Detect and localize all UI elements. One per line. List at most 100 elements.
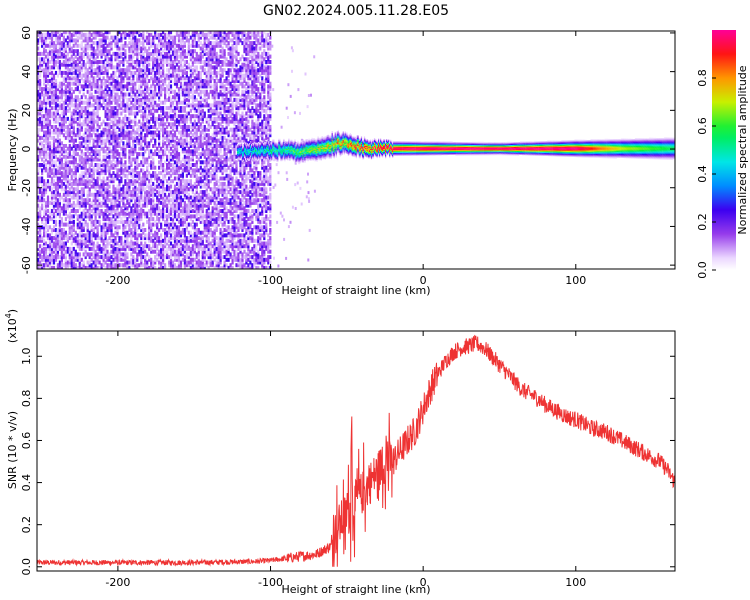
- heatmap-cell: [144, 241, 147, 246]
- heatmap-cell: [94, 200, 97, 205]
- heatmap-cell: [108, 49, 111, 54]
- heatmap-cell: [128, 108, 131, 113]
- heatmap-cell: [112, 122, 115, 127]
- heatmap-cell: [124, 149, 127, 154]
- heatmap-cell: [136, 31, 139, 35]
- heatmap-cell: [60, 103, 63, 108]
- heatmap-cell: [80, 179, 83, 184]
- heatmap-cell: [191, 49, 194, 54]
- heatmap-cell: [66, 130, 69, 135]
- heatmap-cell: [92, 32, 95, 37]
- heatmap-cell: [128, 171, 131, 176]
- heatmap-cell: [177, 138, 181, 143]
- heatmap-cell: [164, 32, 167, 37]
- heatmap-cell: [187, 179, 190, 184]
- heatmap-cell: [112, 38, 115, 43]
- heatmap-cell: [132, 214, 135, 219]
- heatmap-cell: [50, 192, 54, 197]
- heatmap-cell: [102, 211, 105, 216]
- heatmap-cell: [124, 249, 127, 254]
- heatmap-cell: [98, 31, 101, 35]
- heatmap-cell: [64, 244, 67, 249]
- heatmap-cell: [104, 49, 107, 54]
- heatmap-cell: [114, 81, 117, 86]
- heatmap-cell: [66, 152, 69, 157]
- heatmap-cell: [90, 184, 93, 189]
- heatmap-cell: [110, 138, 113, 143]
- heatmap-cell: [86, 57, 89, 62]
- heatmap-cell: [98, 152, 101, 157]
- heatmap-cell: [70, 263, 73, 268]
- heatmap-cell: [152, 157, 155, 162]
- heatmap-cell: [138, 146, 141, 151]
- heatmap-cell: [54, 230, 58, 235]
- heatmap-cell: [102, 38, 105, 43]
- heatmap-cell: [154, 100, 157, 105]
- heatmap-cell: [120, 138, 123, 143]
- heatmap-cell: [166, 106, 169, 111]
- heatmap-cell: [104, 84, 107, 89]
- heatmap-cell: [126, 263, 129, 268]
- heatmap-cell: [86, 79, 89, 83]
- heatmap-cell: [150, 160, 153, 165]
- heatmap-cell: [112, 200, 115, 205]
- heatmap-cell: [39, 190, 42, 195]
- heatmap-cell: [92, 219, 95, 224]
- heatmap-cell: [66, 41, 69, 46]
- heatmap-cell: [82, 79, 85, 83]
- heatmap-cell: [108, 146, 111, 151]
- heatmap-cell: [100, 190, 103, 195]
- heatmap-cell: [52, 125, 56, 129]
- heatmap-cell: [90, 65, 93, 70]
- heatmap-cell: [136, 255, 139, 260]
- heatmap-cell: [74, 238, 77, 243]
- heatmap-cell: [134, 106, 137, 111]
- heatmap-cell: [80, 144, 83, 148]
- heatmap-cell: [54, 195, 58, 200]
- heatmap-cell: [84, 116, 87, 121]
- heatmap-cell: [90, 214, 93, 219]
- heatmap-cell: [92, 233, 95, 238]
- heatmap-cell: [68, 106, 71, 111]
- heatmap-cell: [120, 73, 123, 78]
- heatmap-cell: [70, 265, 73, 269]
- heatmap-cell: [76, 233, 79, 238]
- heatmap-cell: [60, 51, 63, 56]
- heatmap-cell: [169, 179, 173, 184]
- heatmap-cell: [80, 68, 83, 73]
- heatmap-cell: [41, 116, 44, 121]
- heatmap-cell: [94, 265, 97, 269]
- heatmap-cell: [169, 73, 173, 78]
- heatmap-cell: [146, 81, 149, 86]
- heatmap-cell: [54, 62, 58, 67]
- heatmap-cell: [124, 257, 127, 262]
- heatmap-cell: [175, 135, 179, 140]
- heatmap-cell: [169, 241, 173, 246]
- heatmap-cell: [78, 89, 81, 94]
- heatmap-cell: [60, 238, 63, 243]
- heatmap-cell: [146, 35, 149, 40]
- heatmap-cell: [56, 49, 59, 54]
- heatmap-cell: [56, 233, 59, 238]
- heatmap-cell: [106, 217, 109, 222]
- heatmap-cell: [43, 222, 46, 227]
- heatmap-cell: [48, 249, 52, 254]
- heatmap-cell: [80, 195, 83, 200]
- heatmap-cell: [122, 198, 125, 203]
- heatmap-cell: [96, 84, 99, 89]
- heatmap-cell: [136, 135, 139, 140]
- heatmap-cell: [96, 51, 99, 56]
- heatmap-cell: [132, 97, 135, 102]
- heatmap-cell: [122, 97, 125, 102]
- heatmap-cell: [66, 127, 69, 132]
- heatmap-cell: [88, 173, 91, 178]
- heatmap-cell: [90, 114, 93, 119]
- heatmap-cell: [94, 179, 97, 184]
- heatmap-cell: [50, 217, 54, 222]
- heatmap-cell: [54, 32, 58, 37]
- heatmap-cell: [102, 257, 105, 262]
- heatmap-cell: [90, 46, 93, 51]
- heatmap-cell: [72, 114, 75, 119]
- heatmap-cell: [94, 49, 97, 54]
- heatmap-cell: [48, 157, 52, 162]
